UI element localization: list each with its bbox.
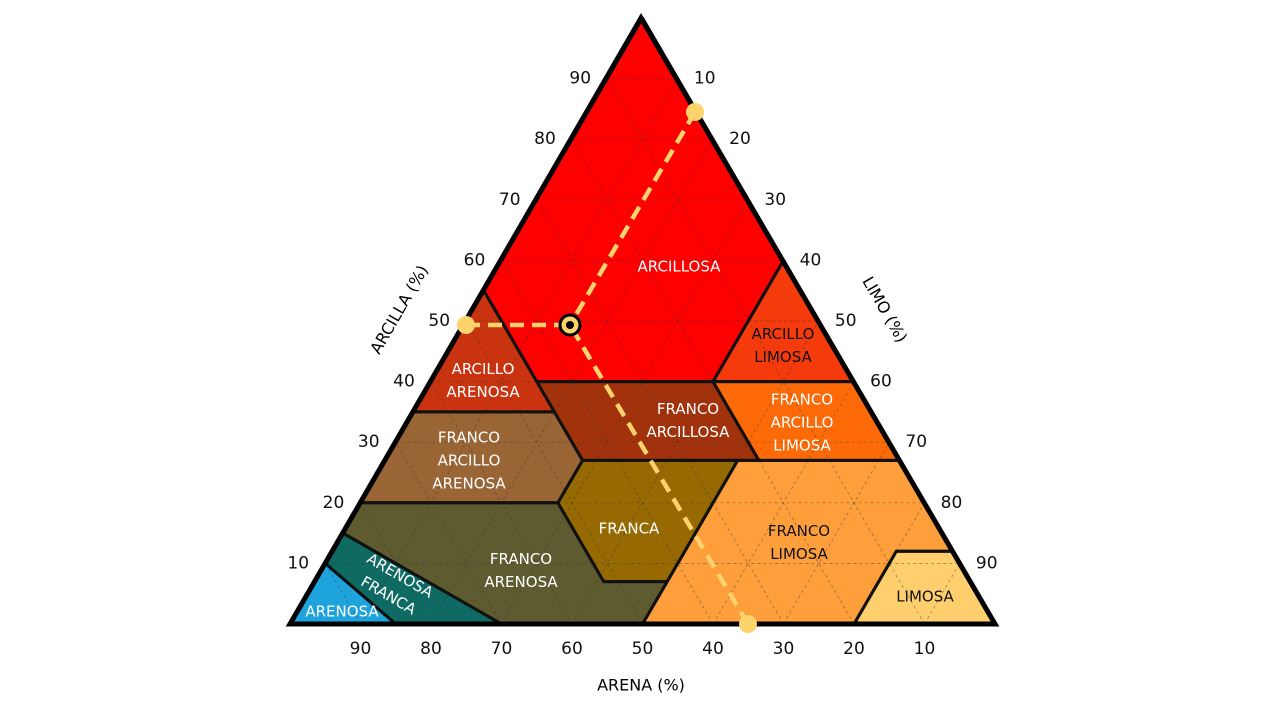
region-label: ARENOSA <box>484 573 558 591</box>
sand-tick-label: 20 <box>843 639 865 659</box>
texture-region <box>536 381 759 461</box>
grid-line <box>465 320 643 625</box>
clay-point <box>457 316 475 334</box>
region-label: LIMOSA <box>770 545 828 563</box>
region-label: FRANCO <box>490 550 552 568</box>
silt-tick-label: 30 <box>764 190 786 210</box>
region-label: ARCILLO <box>771 414 834 432</box>
sand-point <box>739 615 757 633</box>
silt-guide <box>568 110 697 327</box>
texture-region <box>557 460 738 582</box>
sand-tick-label: 10 <box>914 639 936 659</box>
region-label: ARCILLOSA <box>647 423 731 441</box>
grid-line <box>536 199 784 625</box>
region-label: ARCILLO <box>452 360 515 378</box>
clay-tick-label: 60 <box>464 250 486 270</box>
grid-line <box>501 260 714 625</box>
texture-region <box>713 260 854 382</box>
sand-tick-label: 60 <box>561 639 583 659</box>
grid-line <box>853 502 925 625</box>
silt-point <box>686 103 704 121</box>
sand-guide <box>568 323 750 626</box>
texture-region <box>413 290 555 412</box>
region-label: FRANCO <box>438 429 500 447</box>
clay-axis-title: ARCILLA (%) <box>366 262 432 357</box>
guide-lines <box>457 103 757 633</box>
clay-tick-label: 50 <box>428 311 450 331</box>
region-label: ARENOSA <box>432 475 506 493</box>
texture-region <box>325 533 502 624</box>
region-label: FRANCO <box>657 400 719 418</box>
clay-tick-label: 70 <box>499 190 521 210</box>
silt-axis-title: LIMO (%) <box>858 273 911 346</box>
texture-region <box>360 411 583 503</box>
clay-tick-label: 30 <box>358 432 380 452</box>
grid-line <box>783 442 890 625</box>
clay-tick-label: 40 <box>393 372 415 392</box>
clay-tick-label: 20 <box>323 493 345 513</box>
sand-tick-label: 30 <box>773 639 795 659</box>
clay-tick-label: 10 <box>287 553 309 573</box>
clay-tick-label: 80 <box>534 129 556 149</box>
region-label: LIMOSA <box>773 437 831 455</box>
silt-tick-label: 50 <box>835 311 857 331</box>
silt-tick-label: 70 <box>905 432 927 452</box>
texture-region <box>854 551 995 624</box>
sand-tick-label: 40 <box>702 639 724 659</box>
sand-tick-label: 90 <box>350 639 372 659</box>
sand-tick-label: 80 <box>420 639 442 659</box>
sand-tick-label: 70 <box>491 639 513 659</box>
region-label: FRANCA <box>599 520 660 538</box>
silt-tick-label: 20 <box>729 129 751 149</box>
silt-tick-label: 90 <box>976 553 998 573</box>
silt-tick-label: 10 <box>694 69 716 89</box>
grid-line <box>712 381 855 625</box>
region-label: LIMOSA <box>754 348 812 366</box>
region-label: ARENOSA <box>446 383 520 401</box>
grid-line <box>395 442 502 625</box>
region-label: ARCILLOSA <box>638 258 722 276</box>
region-label: LIMOSA <box>896 588 954 606</box>
sand-tick-label: 50 <box>632 639 654 659</box>
region-label: FRANCO <box>771 391 833 409</box>
sand-axis-title: ARENA (%) <box>597 676 685 695</box>
region-label: FRANCO <box>768 522 830 540</box>
grid-line <box>501 199 749 625</box>
region-label: ARCILLO <box>752 325 815 343</box>
texture-region <box>342 502 668 624</box>
sample-point-center <box>566 321 574 329</box>
silt-tick-label: 40 <box>800 250 822 270</box>
silt-tick-label: 80 <box>941 493 963 513</box>
region-label: ARENOSA <box>305 603 379 621</box>
silt-tick-label: 60 <box>870 372 892 392</box>
clay-tick-label: 90 <box>569 69 591 89</box>
texture-region <box>642 460 953 624</box>
grid-line <box>360 502 432 625</box>
region-label: ARCILLO <box>438 452 501 470</box>
